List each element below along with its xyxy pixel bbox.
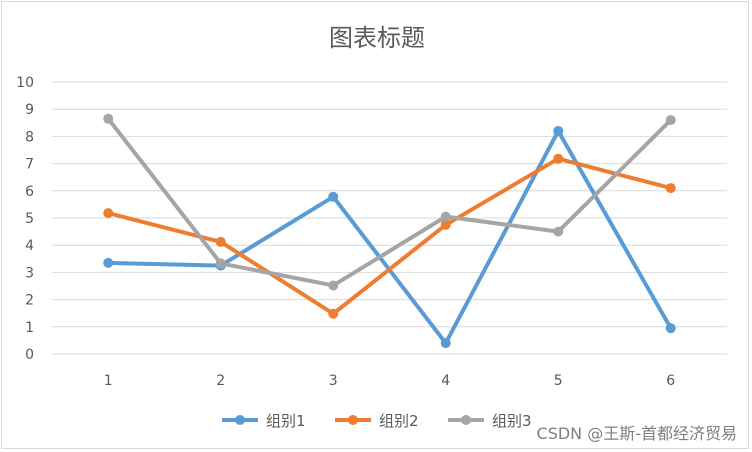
x-tick-label: 1	[104, 373, 113, 389]
data-point	[440, 338, 451, 349]
y-tick-label: 6	[25, 184, 34, 200]
legend-marker	[461, 415, 471, 425]
data-point	[553, 153, 564, 164]
data-point	[103, 257, 114, 268]
series-1	[103, 125, 676, 349]
legend-marker	[348, 415, 358, 425]
data-point	[215, 258, 226, 269]
data-point	[665, 323, 676, 334]
series-group	[103, 113, 676, 349]
series-3	[103, 113, 676, 291]
legend-label: 组别2	[379, 412, 419, 430]
y-tick-label: 2	[25, 293, 34, 309]
data-point	[328, 308, 339, 319]
data-point	[665, 183, 676, 194]
legend: 组别1 组别2 组别3	[222, 412, 532, 430]
data-point	[103, 113, 114, 124]
data-point	[553, 226, 564, 237]
grid-lines	[52, 81, 727, 355]
y-tick-label: 1	[25, 320, 34, 336]
series-2	[103, 153, 676, 319]
legend-label: 组别3	[492, 412, 532, 430]
y-tick-label: 4	[25, 238, 34, 254]
y-tick-label: 0	[25, 347, 34, 363]
series-line	[106, 128, 673, 346]
legend-marker	[235, 415, 245, 425]
data-point	[665, 115, 676, 126]
y-tick-label: 3	[25, 265, 34, 281]
y-tick-label: 7	[25, 157, 34, 173]
y-axis-ticks: 0 1 2 3 4 5 6 7 8 9 10	[16, 75, 34, 363]
x-tick-label: 3	[329, 373, 338, 389]
y-tick-label: 10	[16, 75, 34, 91]
x-tick-label: 2	[216, 373, 225, 389]
data-point	[328, 191, 339, 202]
x-tick-label: 5	[554, 373, 563, 389]
y-tick-label: 8	[25, 129, 34, 145]
legend-item-1[interactable]: 组别1	[222, 412, 306, 430]
legend-label: 组别1	[266, 412, 306, 430]
data-point	[328, 280, 339, 291]
data-point	[215, 236, 226, 247]
series-line	[106, 116, 673, 288]
watermark-text: CSDN @王斯-首都经济贸易	[537, 424, 737, 443]
legend-item-2[interactable]: 组别2	[335, 412, 419, 430]
legend-item-3[interactable]: 组别3	[448, 412, 532, 430]
data-point	[103, 208, 114, 219]
data-point	[440, 211, 451, 222]
data-point	[440, 219, 451, 230]
chart-title: 图表标题	[329, 24, 425, 52]
data-point	[553, 125, 564, 136]
y-tick-label: 5	[25, 211, 34, 227]
y-tick-label: 9	[25, 102, 34, 118]
x-axis-ticks: 1 2 3 4 5 6	[104, 373, 676, 389]
x-tick-label: 6	[666, 373, 675, 389]
x-tick-label: 4	[441, 373, 450, 389]
